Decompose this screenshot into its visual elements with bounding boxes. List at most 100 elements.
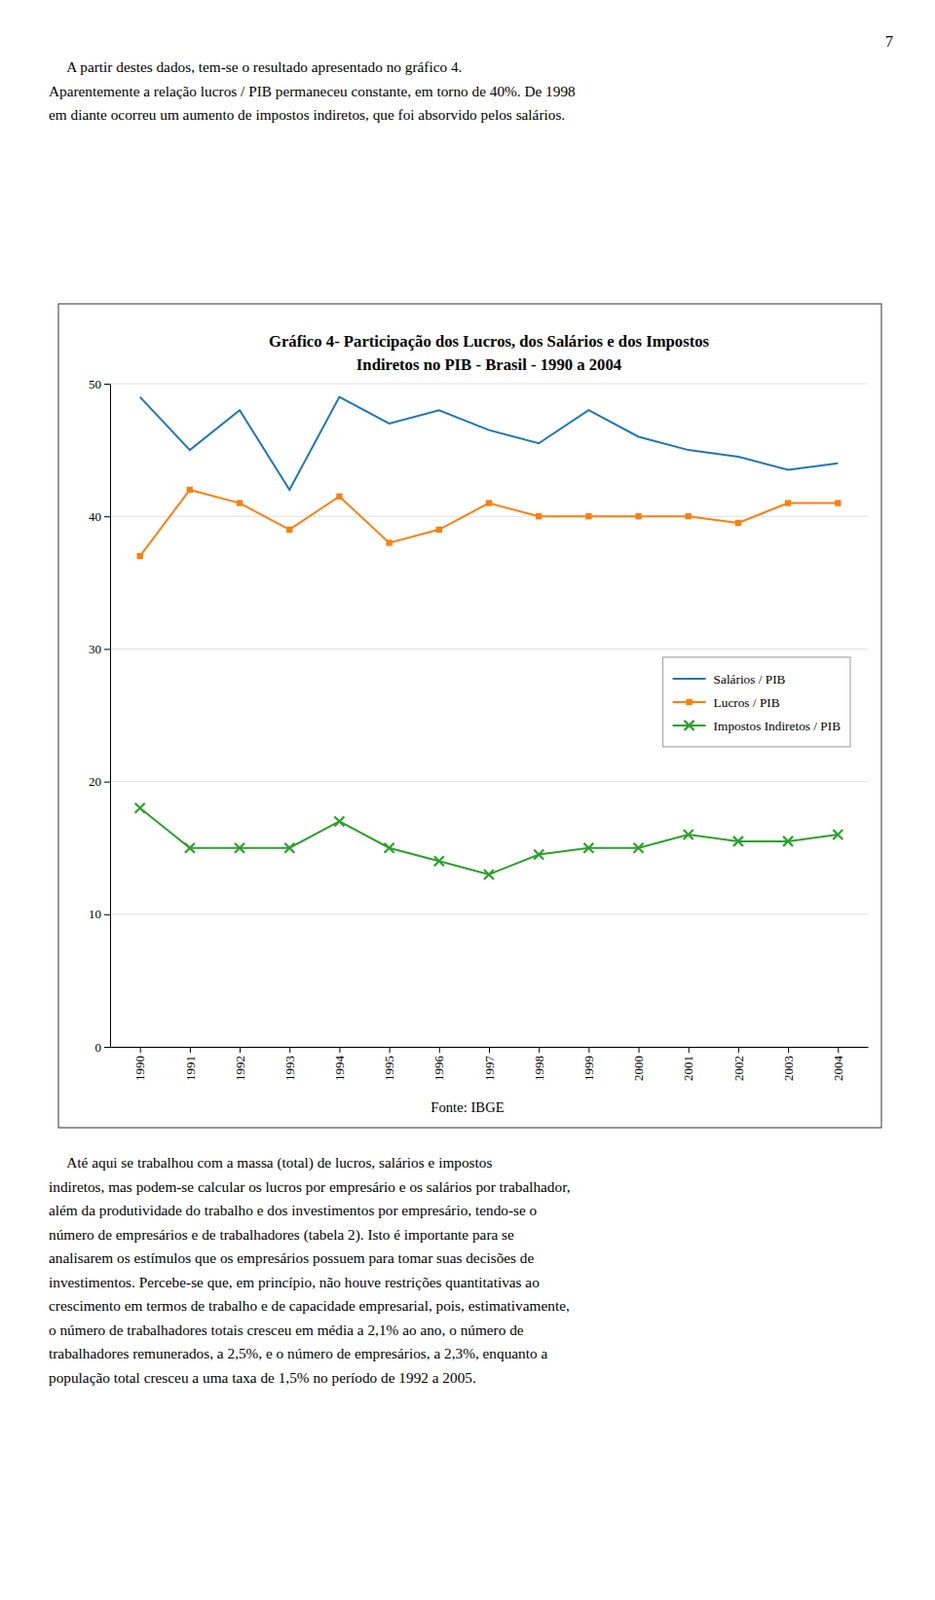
x-tick: 1994 (332, 1047, 347, 1082)
paragraph-line: em diante ocorreu um aumento de impostos… (48, 106, 565, 123)
paragraph-line: além da produtividade do trabalho e dos … (48, 1201, 538, 1219)
paragraph-line: indiretos, mas podem-se calcular os lucr… (48, 1178, 570, 1196)
data-point (236, 499, 243, 506)
grid-line (110, 781, 868, 783)
paragraph-line: trabalhadores remunerados, a 2,5%, e o n… (48, 1345, 548, 1362)
data-point (135, 803, 146, 814)
paragraph-line: número de empresários e de trabalhadores… (48, 1226, 515, 1244)
data-point (484, 869, 494, 880)
y-tick-mark (104, 648, 111, 650)
paragraph-line: Até aqui se trabalhou com a massa (total… (48, 1154, 492, 1172)
y-tick: 50 (88, 376, 111, 392)
legend-label: Lucros / PIB (713, 695, 781, 711)
data-point (336, 493, 342, 500)
x-tick-mark (638, 1047, 640, 1053)
y-tick: 0 (95, 1040, 112, 1055)
data-point (284, 843, 295, 854)
paragraph-line: investimentos. Percebe-se que, em princí… (48, 1273, 540, 1291)
y-tick-mark (104, 1047, 111, 1048)
y-tick-mark (104, 516, 111, 518)
x-tick: 2003 (781, 1047, 796, 1082)
x-tick: 2001 (680, 1047, 696, 1082)
paragraph-line: Aparentemente a relação lucros / PIB per… (48, 82, 576, 100)
legend-item: Salários / PIB (673, 672, 786, 687)
data-point (634, 843, 644, 854)
x-tick: 1990 (132, 1047, 148, 1082)
x-tick-mark (338, 1047, 340, 1053)
x-tick: 1993 (282, 1047, 298, 1082)
x-tick-label: 2000 (631, 1055, 646, 1082)
x-tick-mark (439, 1047, 441, 1053)
x-tick: 1992 (232, 1047, 248, 1082)
x-tick: 1996 (431, 1047, 447, 1082)
data-point (635, 513, 641, 520)
x-tick: 1998 (531, 1047, 547, 1082)
grid-line (110, 383, 868, 385)
x-tick-label: 1998 (531, 1055, 547, 1082)
x-tick-label: 1994 (332, 1055, 347, 1083)
y-axis: 0 10 20 30 40 50 (88, 376, 112, 1055)
y-tick: 10 (88, 906, 111, 922)
y-tick-label: 40 (88, 509, 102, 524)
x-tick-label: 1997 (482, 1055, 497, 1083)
paragraph-line: população total cresceu a uma taxa de 1,… (48, 1369, 477, 1386)
y-tick: 30 (88, 641, 111, 657)
x-tick-mark (588, 1047, 590, 1053)
x-tick-label: 2002 (731, 1055, 747, 1082)
paragraph-line: o número de trabalhadores totais cresceu… (48, 1321, 524, 1339)
chart-title: Gráfico 4- Participação dos Lucros, dos … (268, 332, 711, 374)
data-point (733, 836, 744, 847)
y-tick-label: 0 (95, 1040, 103, 1055)
y-tick-label: 10 (88, 906, 102, 922)
x-tick-mark (738, 1047, 740, 1053)
y-tick-label: 50 (88, 376, 102, 392)
chart-frame-box (58, 303, 882, 1128)
data-point (286, 526, 293, 533)
x-tick-label: 1992 (232, 1055, 248, 1082)
data-point (535, 513, 542, 520)
x-tick: 2000 (631, 1047, 646, 1082)
x-tick-label: 1990 (132, 1055, 148, 1082)
x-tick-label: 2001 (680, 1055, 696, 1082)
series (135, 803, 844, 880)
data-point (683, 829, 694, 840)
x-tick-label: 1993 (282, 1055, 298, 1082)
data-point (385, 539, 392, 546)
x-tick-mark (289, 1047, 291, 1053)
legend-label: Impostos Indiretos / PIB (713, 718, 842, 734)
data-point (832, 829, 843, 840)
x-tick-mark (239, 1047, 241, 1053)
data-point (334, 816, 344, 826)
x-tick-mark (140, 1047, 142, 1053)
data-point (533, 850, 544, 861)
data-point (834, 499, 841, 506)
x-tick-label: 1999 (581, 1055, 597, 1082)
x-tick: 1997 (482, 1047, 497, 1082)
y-tick-mark (104, 383, 111, 385)
x-tick-mark (787, 1047, 789, 1053)
legend-swatch (673, 677, 707, 680)
paragraph-line: analisarem os estímulos que os empresári… (48, 1249, 535, 1267)
paragraph-line: A partir destes dados, tem-se o resultad… (48, 58, 462, 75)
series-line (140, 489, 839, 557)
y-tick-label: 30 (88, 641, 102, 657)
x-tick-mark (189, 1047, 191, 1053)
data-point (384, 843, 395, 854)
legend-item: Impostos Indiretos / PIB (673, 718, 842, 734)
x-tick-label: 2004 (830, 1055, 846, 1083)
data-point (486, 499, 492, 506)
x-tick-mark (837, 1047, 839, 1053)
data-point (735, 520, 742, 526)
y-tick: 20 (88, 774, 111, 789)
data-point (185, 843, 195, 854)
y-tick-mark (104, 782, 111, 784)
x-tick: 1991 (183, 1047, 198, 1082)
y-axis-line (110, 384, 112, 1048)
x-tick-mark (389, 1047, 391, 1053)
series (137, 486, 842, 560)
series (140, 397, 839, 490)
data-point (234, 843, 245, 854)
annotation: Fonte: IBGE (430, 1099, 505, 1116)
page-number: 7 (885, 33, 894, 50)
x-tick-label: 1995 (381, 1055, 397, 1082)
